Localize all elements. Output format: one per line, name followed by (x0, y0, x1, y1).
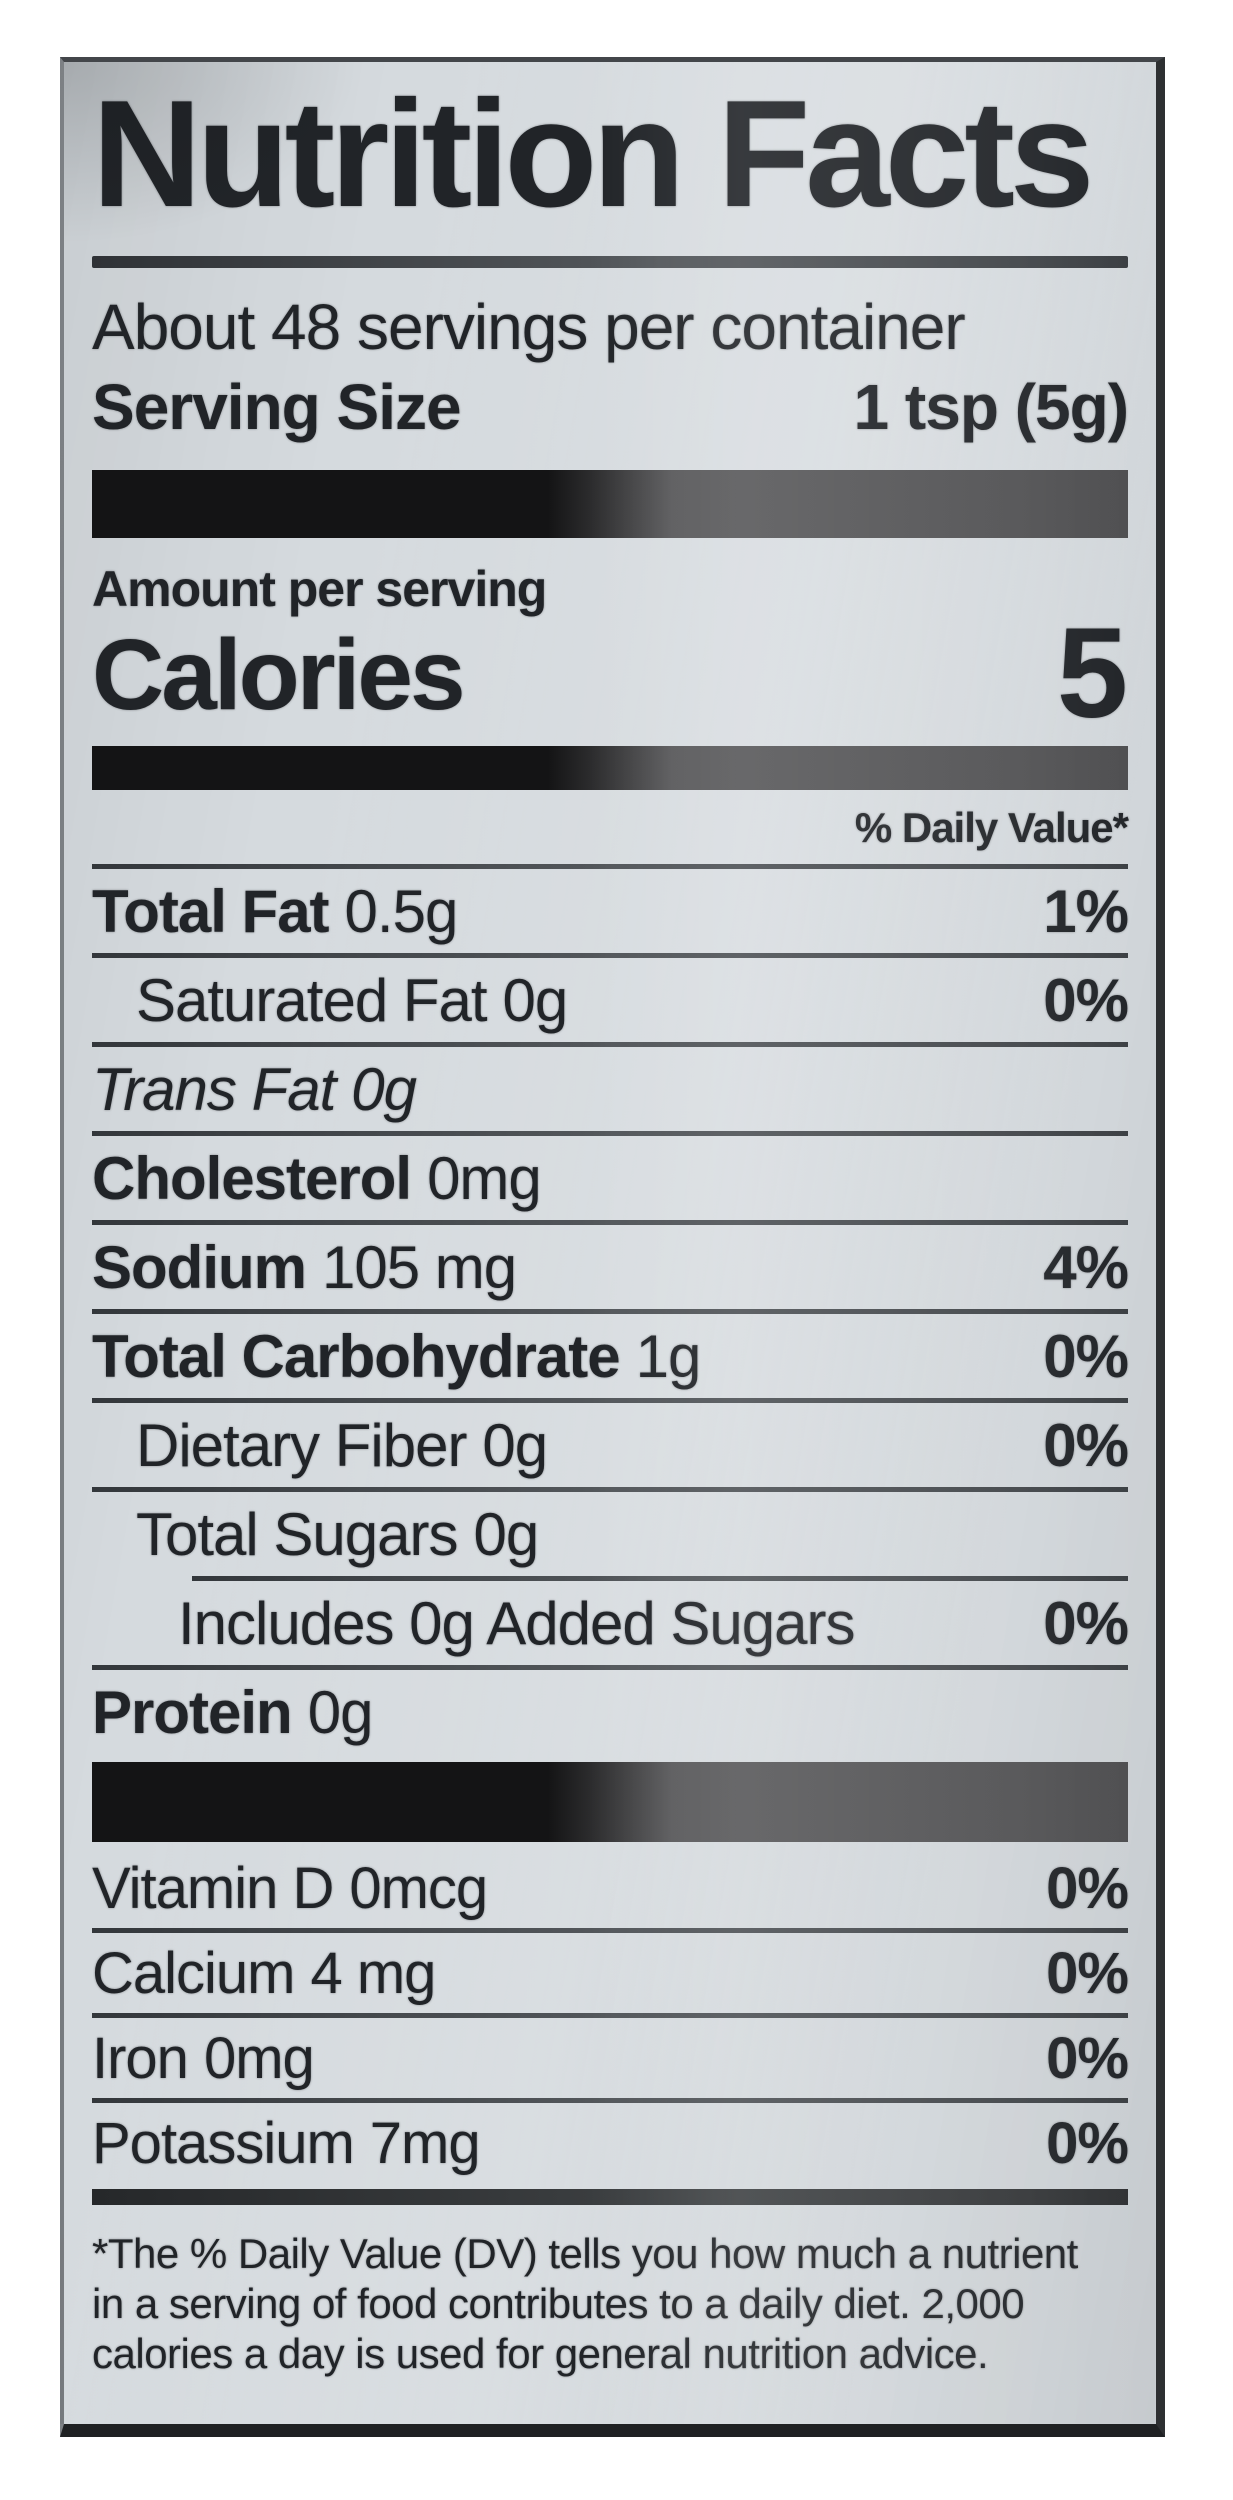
nutrient-name: Dietary Fiber (136, 1412, 467, 1480)
nutrient-name: Sodium (92, 1234, 307, 1302)
divider-rule (92, 1487, 1128, 1493)
label-title: Nutrition Facts (92, 69, 1094, 239)
nutrient-amount: 7mg (369, 2111, 481, 2177)
divider-rule (92, 1928, 1128, 1934)
separator-bar-thick-bottom (92, 1762, 1128, 1843)
footnote-line-2: in a serving of food contributes to a da… (92, 2280, 1025, 2328)
title-divider-rule (92, 256, 1128, 269)
nutrient-amount: 0mg (203, 2026, 315, 2092)
row-potassium: Potassium 7mg 0% (92, 2103, 1129, 2183)
servings-per-container: About 48 servings per container (92, 291, 966, 364)
divider-rule-partial (192, 1576, 1128, 1582)
nutrient-name: Potassium (92, 2111, 355, 2177)
nutrient-name: Calcium (92, 1941, 295, 2007)
row-total-fat: Total Fat 0.5g 1% (92, 869, 1129, 953)
nutrient-percent: 0% (1043, 1323, 1129, 1391)
nutrient-percent: 4% (1043, 1234, 1129, 1302)
row-total-sugars: Total Sugars 0g (92, 1492, 1128, 1576)
nutrient-percent: 0% (1043, 1590, 1129, 1658)
row-vitamin-d: Vitamin D 0mcg 0% (92, 1848, 1129, 1928)
nutrient-percent: 0% (1046, 2111, 1129, 2177)
row-calcium: Calcium 4 mg 0% (92, 1933, 1129, 2013)
divider-rule (92, 2013, 1128, 2019)
row-saturated-fat: Saturated Fat 0g 0% (92, 958, 1129, 1042)
nutrient-amount: 4 mg (310, 1941, 437, 2007)
serving-size-value: 1 tsp (5g) (853, 371, 1129, 444)
row-cholesterol: Cholesterol 0mg (92, 1136, 1128, 1220)
footnote: *The % Daily Value (DV) tells you how mu… (92, 2229, 1128, 2379)
separator-bar-heavy (92, 2189, 1128, 2206)
divider-rule (92, 1398, 1128, 1404)
nutrient-percent: 0% (1046, 1941, 1129, 2007)
divider-rule (92, 953, 1128, 959)
daily-value-header: % Daily Value* (854, 804, 1129, 852)
nutrient-amount: 0mcg (349, 1856, 488, 1922)
nutrient-name: Includes 0g Added Sugars (178, 1590, 856, 1658)
nutrition-facts-label: Nutrition Facts About 48 servings per co… (60, 57, 1165, 2437)
divider-rule (92, 1131, 1128, 1137)
row-sodium: Sodium 105 mg 4% (92, 1225, 1129, 1309)
divider-rule (92, 1042, 1128, 1048)
row-iron: Iron 0mg 0% (92, 2018, 1129, 2098)
nutrient-amount: 0g (307, 1679, 374, 1747)
nutrient-name: Total Fat (92, 878, 330, 946)
separator-bar-medium (92, 746, 1128, 791)
divider-rule (92, 1665, 1128, 1671)
amount-per-serving-label: Amount per serving (92, 561, 547, 618)
nutrient-name: Cholesterol (92, 1145, 412, 1213)
row-dietary-fiber: Dietary Fiber 0g 0% (92, 1403, 1129, 1487)
nutrient-name: Iron (92, 2026, 189, 2092)
divider-rule (92, 2098, 1128, 2104)
row-added-sugars: Includes 0g Added Sugars 0% (92, 1581, 1129, 1665)
nutrient-amount: 0mg (427, 1145, 542, 1213)
calories-value: 5 (1056, 602, 1128, 746)
footnote-line-3: calories a day is used for general nutri… (92, 2330, 989, 2378)
nutrient-percent: 0% (1043, 1412, 1129, 1480)
nutrient-amount: 0g (351, 1056, 417, 1124)
nutrient-name: Total Sugars (136, 1501, 459, 1569)
separator-bar-thick-top (92, 470, 1128, 539)
row-total-carbohydrate: Total Carbohydrate 1g 0% (92, 1314, 1129, 1398)
row-protein: Protein 0g (92, 1670, 1128, 1754)
nutrient-amount: 105 mg (322, 1234, 517, 1302)
calories-row: Calories 5 (92, 602, 1128, 746)
footnote-line-1: *The % Daily Value (DV) tells you how mu… (92, 2230, 1078, 2278)
calories-label: Calories (92, 619, 466, 732)
nutrient-percent: 0% (1043, 967, 1129, 1035)
serving-size-label: Serving Size (92, 371, 462, 444)
nutrient-name: Vitamin D (92, 1856, 334, 1922)
nutrient-name: Saturated Fat (136, 967, 488, 1035)
divider-rule (92, 1220, 1128, 1226)
divider-rule (92, 1309, 1128, 1315)
nutrient-amount: 0g (502, 967, 569, 1035)
row-trans-fat: Trans Fat 0g (92, 1047, 1128, 1131)
nutrient-name: Protein (92, 1679, 293, 1747)
serving-size-row: Serving Size 1 tsp (5g) (92, 368, 1129, 446)
nutrient-amount: 0g (482, 1412, 548, 1480)
nutrient-amount: 0g (473, 1501, 540, 1569)
nutrient-percent: 1% (1043, 878, 1129, 946)
nutrient-percent: 0% (1046, 2026, 1129, 2092)
nutrient-name: Total Carbohydrate (92, 1323, 621, 1391)
nutrient-percent: 0% (1046, 1856, 1129, 1922)
divider-rule (92, 864, 1128, 870)
nutrient-amount: 0.5g (344, 878, 459, 946)
nutrient-name: Trans Fat (92, 1056, 336, 1124)
nutrient-amount: 1g (635, 1323, 702, 1391)
